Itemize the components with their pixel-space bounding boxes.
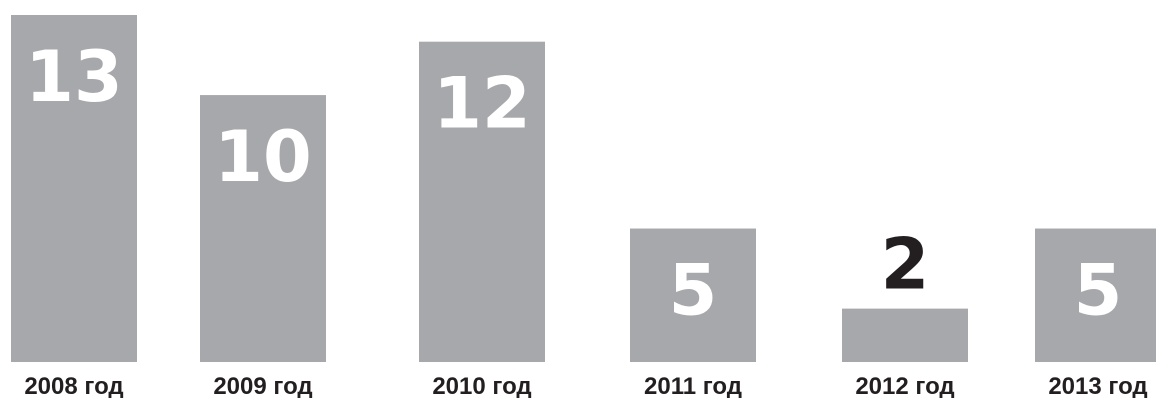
category-label-5: 2013 год: [1048, 373, 1147, 398]
value-label-5: 5: [1074, 250, 1123, 332]
value-label-1: 10: [214, 116, 311, 198]
value-label-2: 12: [433, 63, 530, 145]
value-label-4: 2: [881, 224, 930, 306]
category-labels-group: 2008 год 2009 год 2010 год 2011 год 2012 год…: [24, 373, 1147, 398]
bar-0: [11, 15, 137, 362]
category-label-2: 2010 год: [432, 373, 531, 398]
bars-group: [11, 15, 1156, 363]
category-label-0: 2008 год: [24, 373, 123, 398]
category-label-4: 2012 год: [855, 373, 954, 398]
category-label-3: 2011 год: [644, 373, 742, 398]
value-label-3: 5: [669, 250, 718, 332]
bar-1: [200, 95, 326, 363]
bar-2: [419, 41, 545, 362]
value-labels-group: 13 10 12 5 2 5: [25, 36, 1122, 332]
bar-5: [1035, 228, 1156, 362]
category-label-1: 2009 год: [213, 373, 312, 398]
bar-4: [842, 308, 968, 362]
value-label-0: 13: [25, 36, 122, 118]
bar-3: [630, 228, 756, 362]
